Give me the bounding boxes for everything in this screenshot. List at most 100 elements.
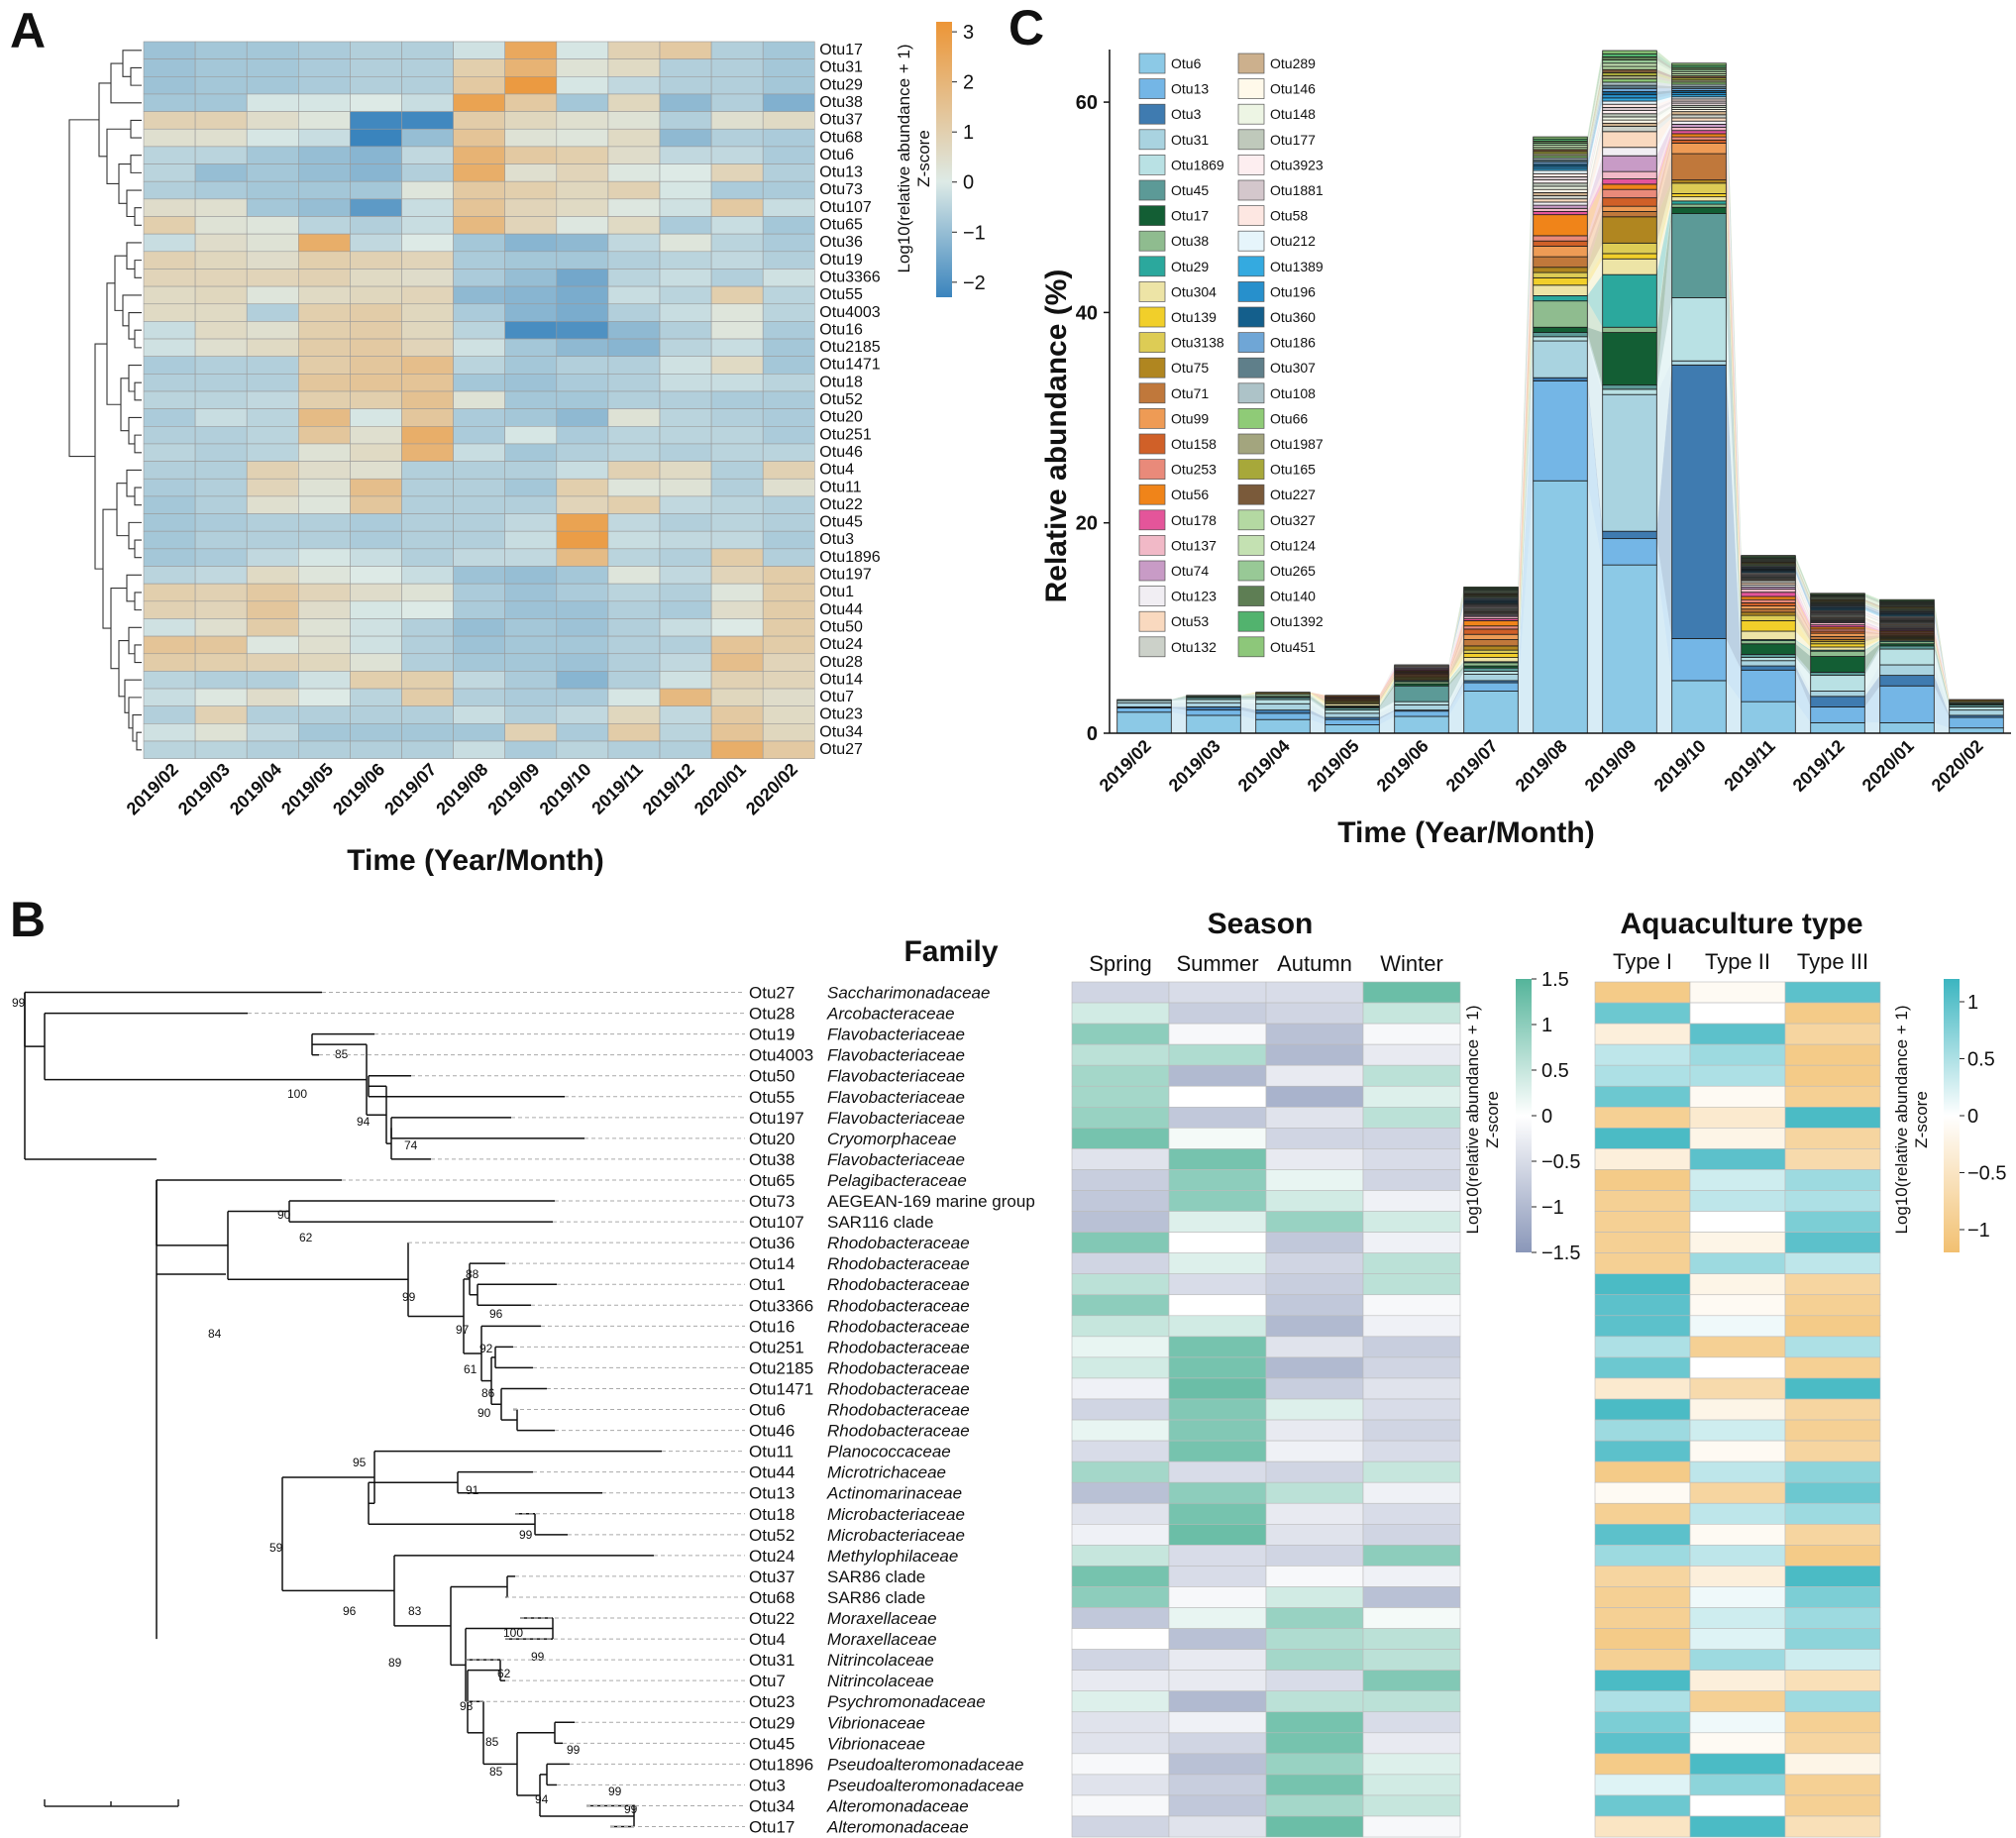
heatmap-cell-otu4003-3 [297, 303, 351, 322]
column-label: 2019/02 [123, 759, 182, 818]
heatmap-cell-otu16-5 [401, 321, 454, 340]
heatmap-cell-otu31-7 [504, 58, 558, 77]
heatmap-cell-otu4-2 [246, 461, 299, 480]
tip-otu-label: Otu107 [749, 1213, 804, 1232]
band-otu227-10 [1864, 599, 1880, 607]
heatmap-cell-otu19-12 [762, 251, 815, 270]
band-otu1392-5 [1518, 139, 1534, 590]
heatmap-cell-otu1471-0 [143, 356, 196, 375]
type-cell-otu65-0 [1594, 1169, 1691, 1191]
heatmap-cell-otu44-2 [246, 600, 299, 619]
bar-otu253-2019/08 [1533, 235, 1588, 242]
type-cell-otu1471-0 [1594, 1377, 1691, 1400]
row-label: Otu251 [819, 426, 872, 443]
bar-otu132-2019/08 [1533, 195, 1588, 200]
type-column-label: Type III [1797, 949, 1868, 974]
season-cell-otu2185-0 [1071, 1356, 1170, 1379]
row-label: Otu46 [819, 444, 863, 461]
type-cell-otu34-2 [1784, 1794, 1881, 1817]
tip-family-label: Vibrionaceae [827, 1713, 925, 1732]
heatmap-cell-otu37-7 [504, 111, 558, 130]
type-cell-otu197-1 [1689, 1107, 1786, 1129]
heatmap-cell-otu20-3 [297, 408, 351, 427]
bar-otu17-2019/11 [1741, 643, 1796, 655]
heatmap-cell-otu4003-12 [762, 303, 815, 322]
band-otu3-10 [1864, 675, 1880, 707]
band-otu1987-4 [1448, 595, 1464, 665]
season-cell-otu251-0 [1071, 1336, 1170, 1358]
band-otu139-8 [1726, 193, 1742, 632]
colorbar-tick-label: 1.5 [1541, 969, 1569, 991]
heatmap-cell-otu24-5 [401, 635, 454, 655]
heatmap-cell-otu19-7 [504, 251, 558, 270]
band-otu1392-6 [1587, 54, 1603, 142]
band-otu17-1 [1240, 696, 1256, 698]
legend-label: Otu1987 [1270, 436, 1324, 452]
band-otu124-9 [1795, 559, 1811, 599]
heatmap-cell-otu6-7 [504, 146, 558, 164]
band-otu58-7 [1656, 98, 1672, 108]
type-cell-otu50-2 [1784, 1064, 1881, 1087]
band-otu1881-9 [1795, 574, 1811, 613]
band-otu360-8 [1726, 90, 1742, 571]
legend-swatch-otu17 [1138, 205, 1166, 226]
heatmap-cell-otu197-4 [350, 566, 402, 585]
band-otu75-6 [1587, 216, 1603, 273]
season-cell-otu251-2 [1265, 1336, 1364, 1358]
heatmap-cell-otu29-11 [710, 76, 764, 95]
bar-otu139-2019/11 [1741, 620, 1796, 632]
bar-otu53-2019/10 [1671, 117, 1727, 122]
band-otu360-10 [1864, 606, 1880, 615]
band-otu6-2 [1310, 719, 1326, 733]
heatmap-cell-otu38-0 [143, 93, 196, 112]
panel-a-colorbar-ramp [936, 22, 952, 297]
season-cell-otu45-1 [1168, 1732, 1267, 1755]
legend-label: Otu74 [1171, 563, 1209, 579]
row-label: Otu197 [819, 567, 872, 584]
type-cell-otu18-0 [1594, 1502, 1691, 1525]
heatmap-cell-otu4003-5 [401, 303, 454, 322]
bar-otu1869-2019/05 [1325, 709, 1380, 714]
heatmap-cell-otu2185-7 [504, 338, 558, 357]
heatmap-cell-otu50-12 [762, 618, 815, 637]
season-cell-otu6-3 [1362, 1398, 1461, 1421]
bootstrap-value: 90 [277, 1208, 291, 1222]
row-label: Otu13 [819, 164, 863, 181]
heatmap-cell-otu19-0 [143, 251, 196, 270]
heatmap-cell-otu29-9 [607, 76, 661, 95]
band-otu132-5 [1518, 195, 1534, 613]
heatmap-cell-otu22-10 [659, 495, 712, 514]
season-cell-otu68-1 [1168, 1586, 1267, 1608]
heatmap-cell-otu50-2 [246, 618, 299, 637]
heatmap-cell-otu24-0 [143, 635, 196, 655]
band-otu196-11 [1934, 614, 1950, 701]
band-otu108-8 [1726, 84, 1742, 568]
legend-label: Otu140 [1270, 589, 1316, 604]
band-otu31-3 [1379, 704, 1395, 718]
type-cell-otu19-2 [1784, 1023, 1881, 1045]
band-otu178-7 [1656, 130, 1672, 184]
bar-otu123-2019/10 [1671, 120, 1727, 125]
bar-otu212-2019/08 [1533, 169, 1588, 174]
bootstrap-value: 62 [497, 1667, 511, 1680]
heatmap-cell-otu73-4 [350, 180, 402, 200]
band-otu13-3 [1379, 710, 1395, 725]
heatmap-cell-otu14-11 [710, 671, 764, 690]
band-otu99-4 [1448, 634, 1464, 676]
band-otu265-11 [1934, 602, 1950, 701]
season-cell-otu197-2 [1265, 1107, 1364, 1129]
season-cell-otu7-2 [1265, 1670, 1364, 1692]
season-cell-otu19-0 [1071, 1023, 1170, 1045]
x-tick-label: 2019/08 [1512, 736, 1571, 796]
type-cell-otu11-2 [1784, 1440, 1881, 1462]
heatmap-cell-otu107-4 [350, 198, 402, 217]
bar-otu1869-2019/09 [1602, 388, 1657, 395]
bootstrap-value: 84 [208, 1327, 222, 1341]
bar-otu265-2019/09 [1602, 59, 1657, 64]
heatmap-cell-otu22-0 [143, 495, 196, 514]
heatmap-cell-otu38-7 [504, 93, 558, 112]
season-cell-otu23-3 [1362, 1690, 1461, 1713]
heatmap-cell-otu251-4 [350, 425, 402, 445]
heatmap-cell-otu45-10 [659, 513, 712, 532]
panel-label-b: B [10, 892, 46, 947]
